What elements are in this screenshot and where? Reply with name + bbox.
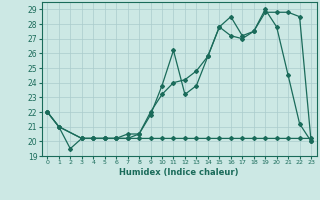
X-axis label: Humidex (Indice chaleur): Humidex (Indice chaleur) (119, 168, 239, 177)
